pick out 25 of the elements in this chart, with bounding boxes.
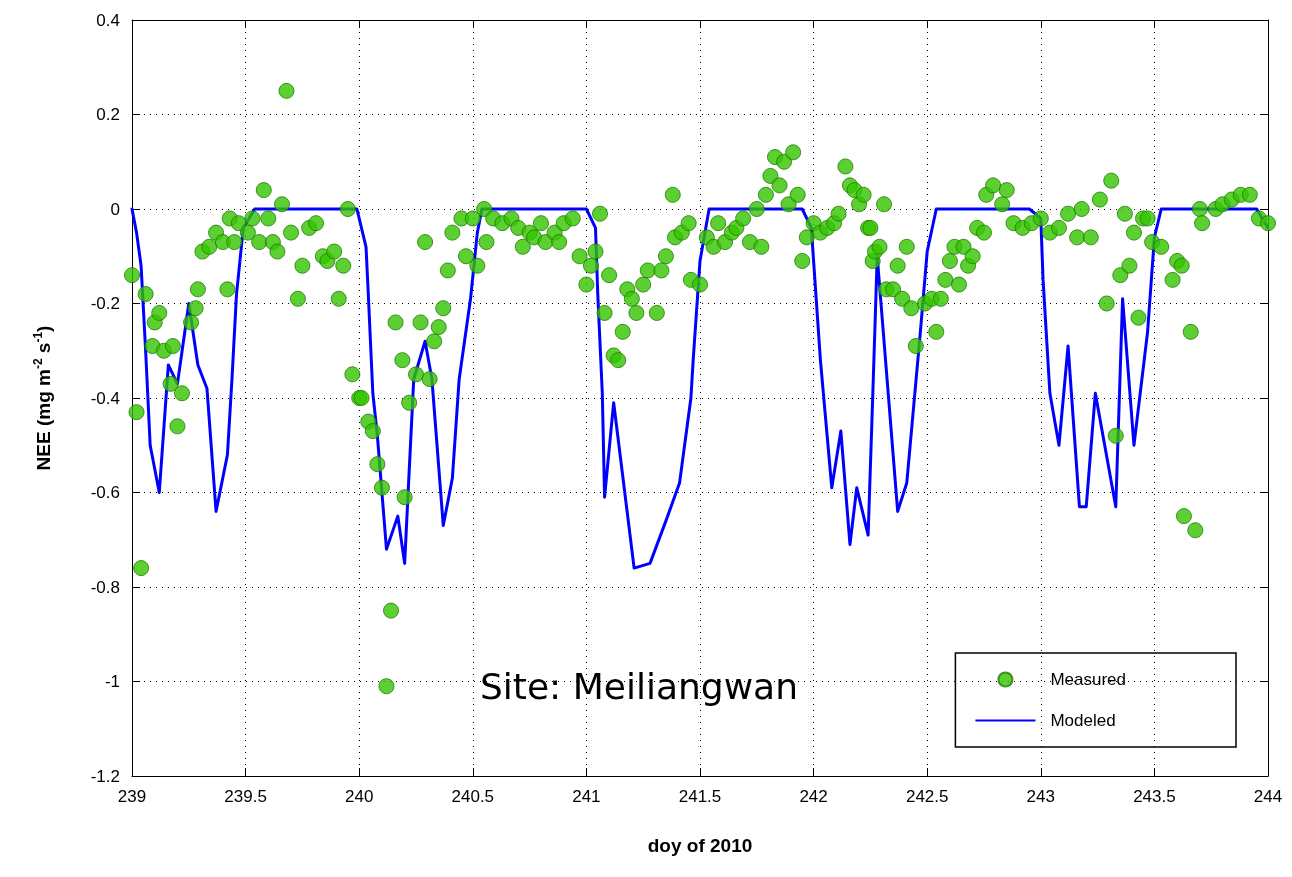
y-tick-label: -0.6 <box>90 483 120 502</box>
y-tick-label: -0.4 <box>90 388 120 408</box>
x-tick-label: 240.5 <box>451 787 495 806</box>
x-tick-label: 244 <box>1253 787 1283 806</box>
y-tick-label: -1 <box>104 672 120 691</box>
x-tick-label: 239 <box>117 787 147 806</box>
y-tick-label: -0.8 <box>90 577 120 597</box>
annotation: Site: Meiliangwan <box>480 665 798 707</box>
legend-label: Measured <box>1050 670 1127 689</box>
y-tick-label: 0 <box>110 199 120 219</box>
y-tick-label: -1.2 <box>90 766 120 786</box>
x-tick-label: 240 <box>345 787 374 806</box>
y-tick-label: 0.2 <box>96 105 120 124</box>
x-tick-label: 243.5 <box>1133 787 1176 806</box>
x-tick-label: 243 <box>1026 787 1055 806</box>
x-tick-label: 241.5 <box>678 787 722 806</box>
y-tick-label: -0.2 <box>90 294 120 313</box>
y-tick-label: 0.4 <box>96 10 120 30</box>
x-axis-title: doy of 2010 <box>647 835 753 856</box>
x-tick-label: 242.5 <box>905 787 949 806</box>
x-tick-label: 242 <box>799 787 828 806</box>
x-tick-label: 239.5 <box>224 787 267 806</box>
x-tick-label: 241 <box>572 787 601 806</box>
legend-label: Modeled <box>1050 711 1116 730</box>
y-axis-title: NEE (mg m-2 s-1) <box>31 325 54 471</box>
